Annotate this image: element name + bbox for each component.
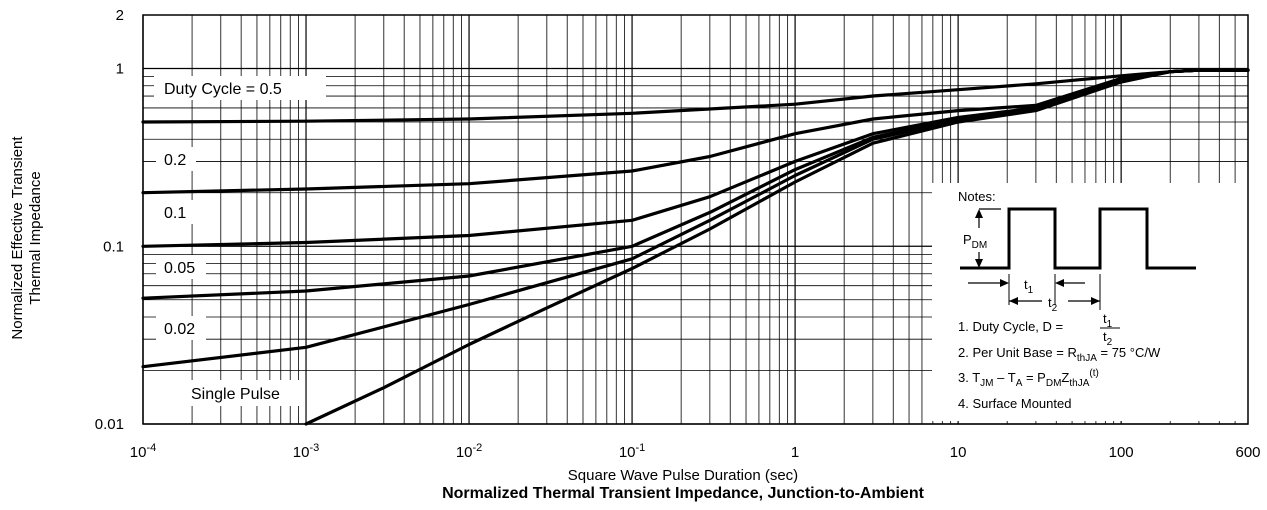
label-bg-0.5 [154,76,326,100]
x-tick-label: 10-2 [456,442,482,461]
note-2: 2. Per Unit Base = RthJA = 75 °C/W [958,345,1161,364]
x-tick-label: 10-1 [619,442,645,461]
pdm-arrow-up-icon [975,209,983,218]
label-bg-0.05 [156,255,206,279]
curves [141,68,1250,426]
y-tick-label: 2 [116,7,124,24]
note-1-numerator: t1 [1103,311,1113,330]
chart-caption: Normalized Thermal Transient Impedance, … [442,485,925,502]
note-1-denominator: t2 [1103,329,1113,348]
t1-arrow-right-icon [1000,279,1009,287]
label-bg-0.1 [156,200,196,224]
label-bg-single [184,380,302,406]
series-line-5 [304,68,1250,426]
x-axis-title: Square Wave Pulse Duration (sec) [568,467,798,484]
curve-label-0.5: Duty Cycle = 0.5 [164,81,282,98]
x-tick-label: 1 [791,444,799,461]
curve-labels: Duty Cycle = 0.5 0.2 0.1 0.05 0.02 Singl… [154,76,326,406]
note-1: 1. Duty Cycle, D = [958,319,1063,334]
t2-arrow-right-icon [1091,297,1100,305]
curve-label-0.2: 0.2 [164,152,186,169]
note-3: 3. TJM – TA = PDMZthJA(t) [958,368,1099,389]
t2-arrow-left-icon [1009,297,1018,305]
y-tick-label: 1 [116,61,124,78]
label-bg-0.02 [156,316,206,340]
notes-background [932,183,1248,421]
pdm-arrow-down-icon [975,259,983,268]
x-tick-label: 100 [1109,444,1134,461]
y-tick-label: 0.01 [95,416,124,433]
notes-box: Notes: PDM t1 t2 1. Duty Cycle, D = t1 t… [932,183,1248,421]
notes-header: Notes: [958,189,996,204]
x-tick-label: 10 [950,444,967,461]
x-tick-label: 600 [1235,444,1260,461]
pdm-label: PDM [963,232,987,251]
pulse-waveform [960,207,1196,270]
x-tick-labels: 10-4 10-3 10-2 10-1 1 10 100 600 [130,442,1261,461]
t1-arrow-left-icon [1055,279,1064,287]
plot-frame [142,14,1249,425]
y-axis-title-line-1: Normalized Effective Transient [9,136,26,340]
curve-label-0.02: 0.02 [164,321,195,338]
x-tick-label: 10-4 [130,442,156,461]
x-tick-label: 10-3 [293,442,319,461]
t1-label: t1 [1024,277,1034,296]
curve-label-0.05: 0.05 [164,260,195,277]
t2-label: t2 [1048,295,1058,314]
curve-label-single-pulse: Single Pulse [191,386,280,403]
label-bg-0.2 [156,147,196,171]
y-tick-label: 0.1 [103,238,124,255]
note-4: 4. Surface Mounted [958,396,1071,411]
y-tick-labels: 0.01 0.1 1 2 [95,7,124,433]
y-axis-title-line-2: Thermal Impedance [27,171,44,304]
curve-label-0.1: 0.1 [164,205,186,222]
